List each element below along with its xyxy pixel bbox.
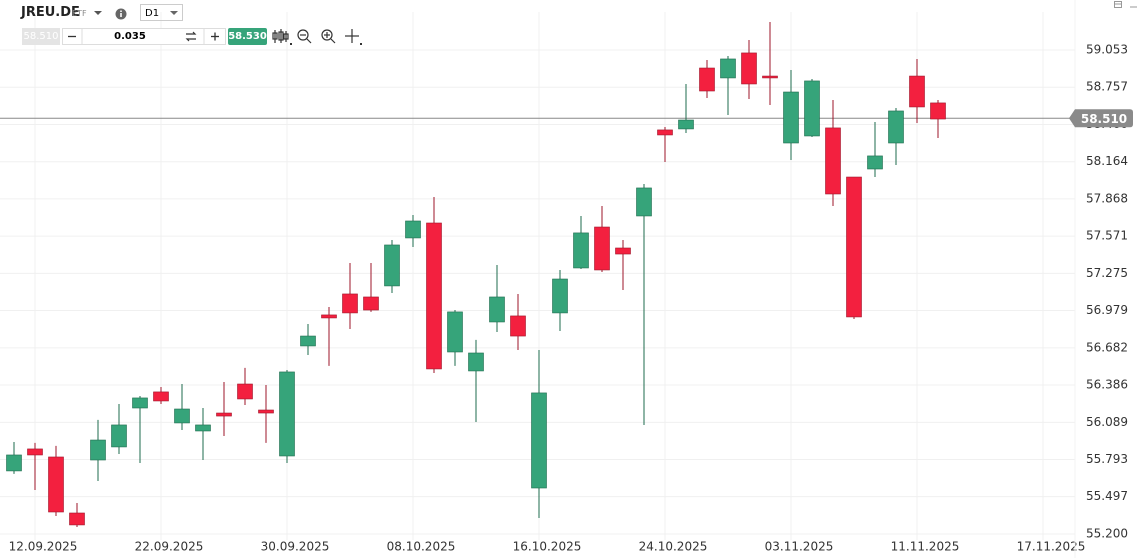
window-controls[interactable] xyxy=(1112,0,1140,10)
y-tick-label: 55.793 xyxy=(1086,452,1128,466)
y-tick-label: 55.497 xyxy=(1086,489,1128,503)
candle-body xyxy=(636,187,652,217)
x-tick-label: 11.11.2025 xyxy=(891,540,960,554)
dropdown-arrow xyxy=(170,11,178,15)
candle-body xyxy=(531,392,547,489)
y-tick-label: 56.089 xyxy=(1086,415,1128,429)
y-tick-label: 55.200 xyxy=(1086,526,1128,540)
candle-body xyxy=(405,220,421,239)
candle-body xyxy=(552,278,568,314)
candle-body xyxy=(132,397,148,409)
candle-body xyxy=(510,315,526,337)
buy-price[interactable]: 58.530 xyxy=(228,28,267,45)
candle-body xyxy=(447,311,463,353)
y-tick-label: 57.275 xyxy=(1086,266,1128,280)
candle-body xyxy=(468,352,484,372)
x-tick-label: 30.09.2025 xyxy=(261,540,330,554)
candle-body xyxy=(195,424,211,432)
y-tick-label: 59.053 xyxy=(1086,43,1128,57)
y-tick-label: 56.979 xyxy=(1086,303,1128,317)
candle-body xyxy=(678,119,694,130)
candle-body xyxy=(342,293,358,314)
candle-body xyxy=(489,296,505,323)
candle-body xyxy=(321,314,337,319)
candle-body xyxy=(426,222,442,370)
symbol[interactable]: JREU.DE xyxy=(21,5,80,20)
candle-body xyxy=(867,155,883,170)
candle-body xyxy=(720,58,736,79)
candle-body xyxy=(363,296,379,311)
last-price-label: 58.510 xyxy=(1081,112,1127,126)
candle-body xyxy=(27,448,43,456)
candle-body xyxy=(804,80,820,137)
x-tick-label: 03.11.2025 xyxy=(765,540,834,554)
candle-body xyxy=(153,391,169,402)
x-tick-label: 17.11.2025 xyxy=(1017,540,1086,554)
candle-body xyxy=(237,383,253,400)
candle-body xyxy=(111,424,127,448)
candle-body xyxy=(90,439,106,461)
y-tick-label: 56.682 xyxy=(1086,340,1128,354)
y-tick-label: 57.868 xyxy=(1086,191,1128,205)
candle-body xyxy=(846,176,862,318)
y-tick-label: 57.571 xyxy=(1086,229,1128,243)
candle-body xyxy=(762,75,778,79)
candle-body xyxy=(300,335,316,347)
candle-body xyxy=(825,127,841,195)
x-tick-label: 12.09.2025 xyxy=(9,540,78,554)
y-tick-label: 56.386 xyxy=(1086,378,1128,392)
y-tick-label: 58.164 xyxy=(1086,154,1128,168)
candle-body xyxy=(6,454,22,472)
candle-body xyxy=(615,247,631,255)
candle-body xyxy=(216,412,232,417)
candle-body xyxy=(657,129,673,136)
timeframe: D1 xyxy=(145,8,160,19)
chart-tools[interactable] xyxy=(272,28,364,46)
x-tick-label: 24.10.2025 xyxy=(639,540,708,554)
candle-body xyxy=(384,244,400,287)
volume[interactable]: 0.035 xyxy=(114,31,146,42)
volume-control[interactable] xyxy=(62,28,226,45)
candle-body xyxy=(699,67,715,92)
toolbar-icons[interactable] xyxy=(93,8,129,20)
candle-body xyxy=(783,91,799,144)
x-tick-label: 22.09.2025 xyxy=(135,540,204,554)
candle-body xyxy=(279,371,295,457)
candle-body xyxy=(594,226,610,271)
candle-body xyxy=(573,232,589,269)
candle-body xyxy=(909,75,925,108)
x-tick-label: 16.10.2025 xyxy=(513,540,582,554)
instrument-type: ETF xyxy=(72,9,87,18)
last-price-tag xyxy=(1069,109,1133,128)
candle-body xyxy=(174,408,190,424)
timeframe-select[interactable]: D1 xyxy=(140,4,183,21)
candle-body xyxy=(930,102,946,120)
x-tick-label: 08.10.2025 xyxy=(387,540,456,554)
candle-body xyxy=(741,52,757,85)
candle-body xyxy=(888,110,904,144)
candle-body xyxy=(258,409,274,414)
y-tick-label: 58.757 xyxy=(1086,80,1128,94)
candle-body xyxy=(48,456,64,513)
candle-body xyxy=(69,512,85,526)
sell-price[interactable]: 58.510 xyxy=(22,28,60,45)
